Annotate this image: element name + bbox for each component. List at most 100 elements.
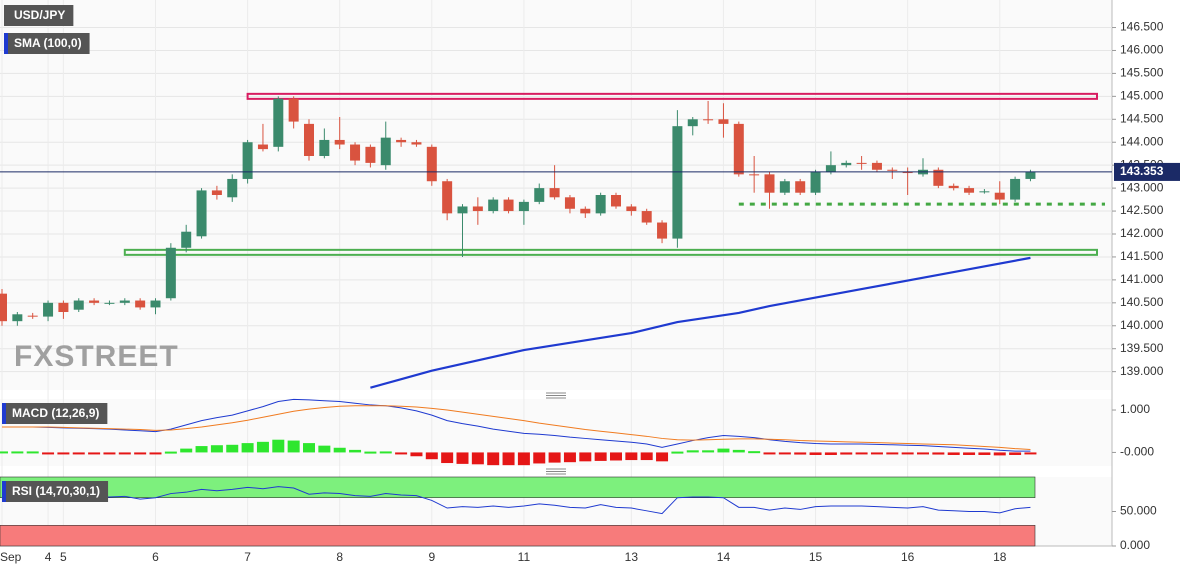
histogram-bar — [72, 452, 85, 455]
legend-swatch — [2, 481, 6, 502]
x-tick-label: 7 — [244, 550, 251, 564]
histogram-bar — [917, 452, 929, 455]
histogram-bar — [333, 447, 346, 453]
candle-body — [549, 188, 560, 198]
candle-body — [211, 190, 222, 195]
candle-body — [795, 181, 806, 193]
candle-body — [1025, 172, 1036, 179]
indicator-line — [2, 405, 1031, 450]
histogram-bar — [256, 441, 269, 453]
candle-body — [58, 302, 69, 312]
candle-body — [979, 191, 990, 193]
y-tick-label: 145.500 — [1120, 66, 1164, 80]
candle-body — [994, 192, 1005, 200]
histogram-bar — [732, 449, 745, 453]
histogram-bar — [794, 452, 807, 455]
candle-body — [488, 199, 499, 212]
candle-body — [503, 199, 514, 212]
histogram-bar — [103, 452, 116, 455]
y-tick-label: 146.500 — [1120, 20, 1164, 34]
candle-body — [135, 300, 146, 308]
histogram-bar — [57, 452, 70, 455]
histogram-bar — [594, 452, 607, 461]
histogram-bar — [870, 452, 883, 455]
histogram-bar — [303, 443, 315, 453]
x-tick-label: 6 — [152, 550, 159, 564]
histogram-bar — [610, 452, 622, 461]
candle-body — [733, 123, 744, 175]
candle-body — [948, 185, 959, 189]
candle-body — [196, 190, 207, 237]
histogram-bar — [226, 444, 239, 453]
y-tick-label: 144.500 — [1120, 111, 1164, 125]
histogram-bar — [0, 451, 8, 454]
candle-body — [257, 144, 268, 150]
candle-body — [380, 137, 391, 166]
histogram-bar — [379, 451, 392, 454]
candle-body — [534, 188, 545, 202]
last-price-box — [1114, 162, 1180, 181]
indicator-line — [2, 398, 1031, 452]
legend-box — [4, 5, 74, 26]
resize-handle[interactable] — [546, 392, 566, 399]
y-tick-label: 50.000 — [1120, 504, 1157, 518]
histogram-bar — [809, 452, 822, 455]
x-tick-label: 13 — [625, 550, 639, 564]
histogram-bar — [579, 452, 592, 462]
histogram-bar — [287, 440, 300, 453]
histogram-bar — [778, 452, 791, 455]
candle-body — [288, 98, 299, 122]
watermark: FXSTREET — [14, 340, 179, 373]
histogram-bar — [180, 448, 193, 453]
y-tick-label: -0.000 — [1120, 445, 1154, 459]
histogram-bar — [425, 452, 438, 460]
histogram-bar — [886, 452, 899, 455]
candle-body — [887, 169, 898, 171]
candle-body — [825, 165, 836, 173]
x-tick-label: 18 — [993, 550, 1007, 564]
histogram-bar — [717, 448, 730, 453]
candle-body — [334, 139, 345, 145]
histogram-bar — [671, 451, 684, 454]
legend-label: SMA (100,0) — [14, 36, 82, 50]
candle-body — [119, 300, 130, 303]
candle-body — [104, 302, 115, 304]
candle-body — [595, 195, 606, 214]
candle-body — [933, 169, 944, 186]
candle-body — [365, 146, 376, 163]
histogram-bar — [318, 445, 331, 453]
candle-body — [181, 231, 192, 248]
candle-body — [0, 293, 7, 322]
level-box — [123, 248, 1099, 256]
histogram-bar — [149, 452, 162, 455]
candle-body — [350, 144, 361, 161]
histogram-bar — [487, 452, 500, 466]
legend-label: USD/JPY — [14, 8, 65, 22]
candle-body — [856, 162, 867, 164]
histogram-bar — [395, 452, 408, 455]
candle-body — [871, 162, 882, 170]
histogram-bar — [241, 443, 254, 453]
legend-box — [2, 403, 108, 424]
histogram-bar — [272, 439, 285, 453]
sma-line — [370, 256, 1031, 389]
candle-body — [89, 300, 100, 303]
histogram-bar — [42, 452, 55, 455]
histogram-bar — [1024, 452, 1037, 455]
candle-body — [396, 139, 407, 143]
y-tick-label: 142.500 — [1120, 203, 1164, 217]
candle-body — [319, 139, 330, 156]
y-tick-label: 141.000 — [1120, 272, 1164, 286]
resize-handle[interactable] — [546, 468, 566, 475]
candle-body — [810, 172, 821, 193]
candle-body — [472, 206, 483, 212]
candle-body — [1010, 178, 1021, 200]
histogram-bar — [656, 452, 669, 462]
histogram-bar — [548, 452, 561, 463]
y-tick-label: 0.000 — [1120, 538, 1150, 552]
candle-body — [227, 178, 238, 198]
histogram-bar — [640, 452, 653, 461]
histogram-bar — [625, 452, 638, 461]
legend-item: USD/JPY — [4, 5, 74, 26]
